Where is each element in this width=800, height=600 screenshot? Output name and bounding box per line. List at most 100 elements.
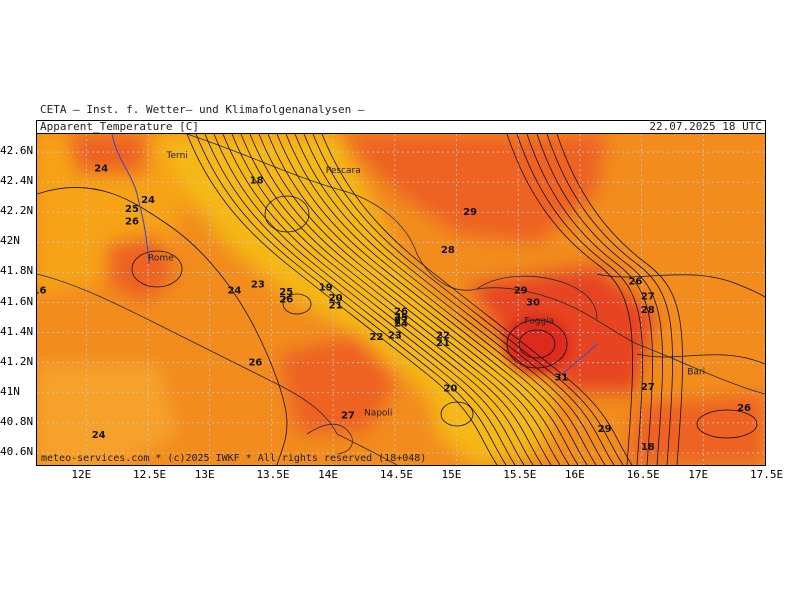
isotherm-line [285,134,597,465]
city-label-terni: Terni [166,151,188,161]
contour-value-label: 19 [319,282,333,293]
map-panel: Terni Pescara Rome Foggia Napoli Bari 24 24 25 2… [36,133,766,466]
field-southwest-red [277,334,397,434]
title-bar: Apparent_Temperature [C] 22.07.2025 18 U… [36,120,766,134]
isotherm-line [267,134,579,465]
contour-value-label: 21 [436,338,450,349]
contour-value-label: 18 [250,176,264,187]
contour-value-label: 20 [443,383,457,394]
isotherm-line [231,134,543,465]
x-tick-label: 14.5E [379,468,413,481]
isotherm-ring [282,293,312,315]
field-northwest-red [67,134,147,174]
city-label-foggia: Foggia [524,317,554,327]
source-header: CETA – Inst. f. Wetter– und Klimafolgena… [40,103,365,116]
contour-value-label: 16 [37,285,46,296]
lat-lon-grid [37,134,765,465]
y-tick-label: 42.6N [0,144,34,158]
isotherm-ring [131,250,183,288]
contour-value-label: 29 [598,424,612,435]
isotherm-line [222,134,534,465]
coast-gulf-napoli [306,423,353,455]
isotherm-line [556,134,683,465]
x-tick-label: 12.5E [133,468,167,481]
isotherm-line [195,134,507,465]
x-tick-label: 12E [71,468,92,481]
y-tick-label: 40.8N [0,414,34,428]
contour-value-label: 24 [94,164,108,175]
isotherm-line [303,134,615,465]
isotherm-line [186,134,498,465]
contour-value-label: 26 [737,403,751,414]
city-labels: Terni Pescara Rome Foggia Napoli Bari [148,151,705,418]
contour-value-label: 28 [641,305,655,316]
y-tick-label: 42N [0,234,20,248]
x-tick-label: 14E [318,468,338,481]
isotherm-line [249,134,561,465]
y-tick-label: 42.4N [0,174,34,188]
isotherm-line [546,134,673,465]
field-southeast-red [627,394,765,465]
isotherm-ring [440,401,474,427]
hotspot-inner [503,314,571,374]
contour-value-label: 22 [369,332,383,343]
isotherm-line [516,134,643,465]
isotherm-line [636,353,765,365]
contour-value-label: 24 [394,319,408,330]
contour-value-label: 26 [279,295,293,306]
contour-value-label: 20 [329,293,343,304]
isotherm-ring [518,329,556,359]
city-label-pescara: Pescara [326,166,361,176]
isotherm-line [536,134,663,465]
border-puglia [556,343,598,379]
foggia-hotspot [503,314,571,374]
contour-value-label: 27 [341,410,355,421]
isotherm-lines [37,134,765,465]
isotherm-line [258,134,570,465]
city-label-rome: Rome [148,253,174,263]
field-rome-red [107,234,177,304]
y-tick-label: 41N [0,384,20,398]
contour-value-label: 25 [279,287,293,298]
x-tick-label: 13.5E [256,468,290,481]
isotherm-ring [264,195,310,233]
contour-value-label: 26 [628,276,642,287]
contour-value-label: 29 [514,285,528,296]
y-tick-label: 41.4N [0,324,34,338]
x-tick-label: 15E [441,468,462,481]
city-label-napoli: Napoli [364,408,392,418]
isotherm-line [240,134,552,465]
isotherm-line [596,273,765,304]
contour-value-label: 23 [388,331,402,342]
contour-value-label: 24 [92,430,106,441]
isotherm-line [506,134,633,465]
isotherm-line [276,134,588,465]
contour-value-label: 24 [227,285,241,296]
contour-value-label: 31 [554,373,568,384]
contour-value-label: 27 [394,316,408,327]
valid-time: 22.07.2025 18 UTC [649,120,762,133]
x-tick-label: 16E [564,468,585,481]
x-tick-label: 13E [194,468,215,481]
field-southwest-amber [37,364,177,465]
contour-value-label: 23 [251,279,265,290]
contour-value-label: 18 [641,442,655,453]
y-tick-label: 41.6N [0,294,34,308]
contour-value-label: 26 [248,358,262,369]
isotherm-line [213,134,525,465]
coast-tyrrhenian [37,273,398,465]
isotherm-line [204,134,516,465]
coast-gargano [476,275,598,320]
isotherm-ring [696,409,758,439]
y-tick-label: 42.2N [0,204,34,218]
border-lazio [111,134,150,265]
contour-value-label: 24 [141,195,155,206]
x-tick-label: 16.5E [626,468,660,481]
contour-value-label: 25 [125,204,139,215]
isotherm-line [312,134,624,465]
product-label: Apparent_Temperature [C] [40,120,199,133]
isotherm-line [526,134,653,465]
contour-value-label: 29 [463,207,477,218]
city-label-bari: Bari [687,368,705,378]
